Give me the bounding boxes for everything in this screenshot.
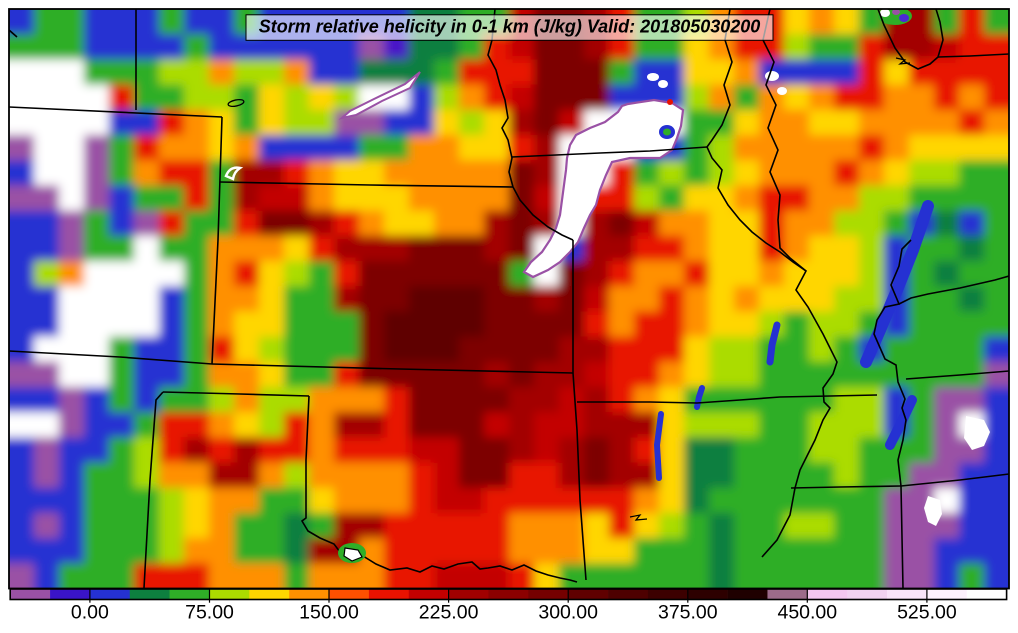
svg-text:450.00: 450.00: [777, 602, 837, 624]
svg-text:375.00: 375.00: [658, 602, 718, 624]
svg-text:525.00: 525.00: [897, 602, 957, 624]
svg-text:75.00: 75.00: [185, 602, 234, 624]
svg-text:225.00: 225.00: [419, 602, 479, 624]
svg-text:Storm relative helicity in 0-1: Storm relative helicity in 0-1 km (J/kg)…: [259, 17, 761, 37]
svg-text:0.00: 0.00: [71, 602, 109, 624]
svg-text:300.00: 300.00: [538, 602, 598, 624]
svg-text:150.00: 150.00: [299, 602, 359, 624]
